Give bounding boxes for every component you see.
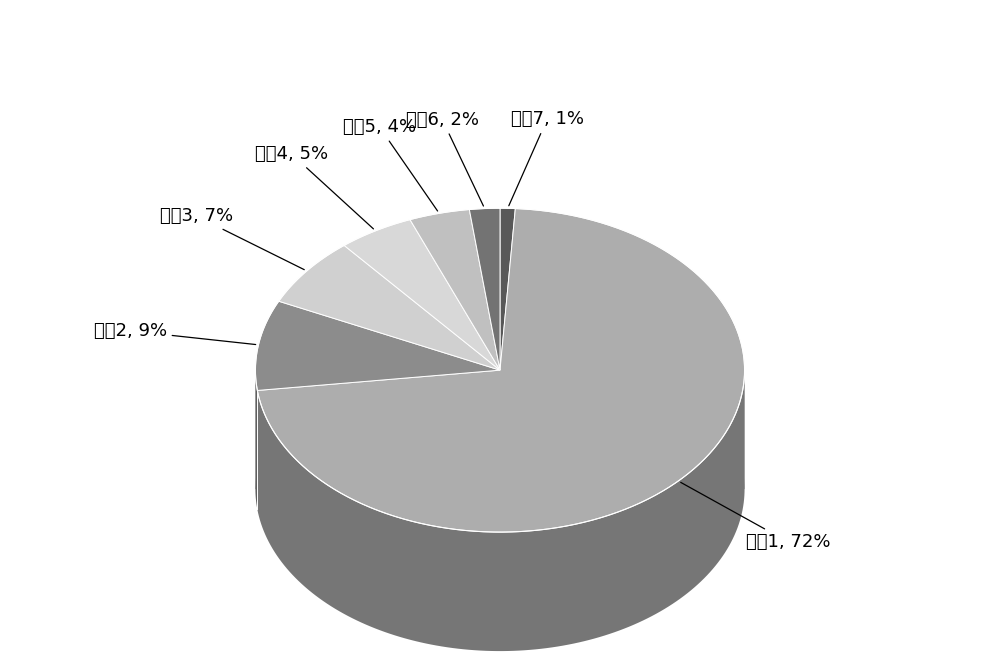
Polygon shape — [602, 223, 611, 345]
Polygon shape — [314, 260, 320, 384]
Polygon shape — [680, 260, 686, 384]
Polygon shape — [628, 232, 636, 354]
Polygon shape — [713, 291, 718, 416]
Polygon shape — [566, 214, 576, 335]
Polygon shape — [452, 210, 462, 330]
Polygon shape — [548, 212, 557, 332]
Polygon shape — [364, 232, 372, 354]
Polygon shape — [443, 212, 452, 332]
Polygon shape — [262, 326, 265, 451]
Polygon shape — [406, 218, 415, 340]
Polygon shape — [740, 338, 742, 464]
Polygon shape — [260, 332, 262, 457]
Polygon shape — [410, 210, 500, 370]
Polygon shape — [738, 332, 740, 457]
Polygon shape — [271, 308, 274, 433]
Polygon shape — [344, 219, 500, 370]
Polygon shape — [673, 256, 680, 379]
Polygon shape — [334, 247, 341, 370]
Polygon shape — [692, 270, 698, 394]
Text: 多肽7, 1%: 多肽7, 1% — [509, 110, 584, 206]
Polygon shape — [372, 229, 380, 351]
Polygon shape — [255, 301, 500, 391]
Polygon shape — [389, 223, 398, 345]
Polygon shape — [510, 208, 519, 328]
Polygon shape — [327, 251, 334, 375]
Polygon shape — [703, 280, 709, 405]
Polygon shape — [469, 208, 500, 370]
Polygon shape — [529, 210, 538, 329]
Polygon shape — [380, 226, 389, 348]
Polygon shape — [735, 326, 738, 451]
Polygon shape — [620, 229, 628, 351]
Polygon shape — [733, 320, 735, 445]
Polygon shape — [666, 251, 673, 375]
Polygon shape — [709, 286, 713, 410]
Polygon shape — [424, 214, 434, 335]
Polygon shape — [698, 275, 703, 399]
Polygon shape — [729, 314, 733, 439]
Polygon shape — [718, 297, 722, 421]
Text: 多肽1, 72%: 多肽1, 72% — [681, 483, 831, 551]
Polygon shape — [349, 239, 356, 362]
Polygon shape — [320, 256, 327, 379]
Polygon shape — [434, 213, 443, 333]
Polygon shape — [471, 209, 481, 329]
Polygon shape — [356, 235, 364, 358]
Polygon shape — [726, 308, 729, 433]
Polygon shape — [257, 345, 258, 470]
Polygon shape — [255, 367, 257, 510]
Polygon shape — [308, 265, 314, 389]
Polygon shape — [611, 226, 620, 348]
Polygon shape — [341, 243, 349, 366]
Polygon shape — [398, 221, 406, 342]
Polygon shape — [742, 345, 743, 470]
Polygon shape — [538, 210, 548, 330]
Text: 多肽3, 7%: 多肽3, 7% — [160, 208, 304, 270]
Polygon shape — [490, 208, 500, 327]
Polygon shape — [258, 338, 260, 464]
Polygon shape — [576, 216, 585, 337]
Polygon shape — [651, 243, 659, 366]
Polygon shape — [481, 208, 490, 328]
Text: 多肽6, 2%: 多肽6, 2% — [406, 110, 483, 206]
Polygon shape — [686, 265, 692, 389]
Polygon shape — [267, 314, 271, 439]
Polygon shape — [279, 245, 500, 370]
Polygon shape — [636, 235, 644, 358]
Text: 多肽4, 5%: 多肽4, 5% — [255, 145, 373, 229]
Polygon shape — [519, 209, 529, 329]
Polygon shape — [302, 270, 308, 394]
Text: 多肽2, 9%: 多肽2, 9% — [94, 322, 256, 344]
Polygon shape — [274, 302, 278, 427]
Polygon shape — [462, 210, 471, 329]
Polygon shape — [278, 297, 282, 421]
Polygon shape — [257, 369, 745, 651]
Polygon shape — [282, 291, 287, 416]
Polygon shape — [557, 213, 566, 333]
Polygon shape — [500, 208, 510, 327]
Polygon shape — [287, 286, 291, 410]
Polygon shape — [265, 320, 267, 445]
Polygon shape — [500, 208, 515, 370]
Polygon shape — [659, 247, 666, 370]
Text: 多肽5, 4%: 多肽5, 4% — [343, 118, 438, 211]
Polygon shape — [297, 275, 302, 399]
Polygon shape — [255, 327, 745, 489]
Polygon shape — [257, 208, 745, 532]
Polygon shape — [644, 239, 651, 362]
Polygon shape — [722, 302, 726, 427]
Polygon shape — [585, 218, 594, 340]
Polygon shape — [594, 221, 602, 342]
Polygon shape — [291, 280, 297, 405]
Polygon shape — [415, 216, 424, 337]
